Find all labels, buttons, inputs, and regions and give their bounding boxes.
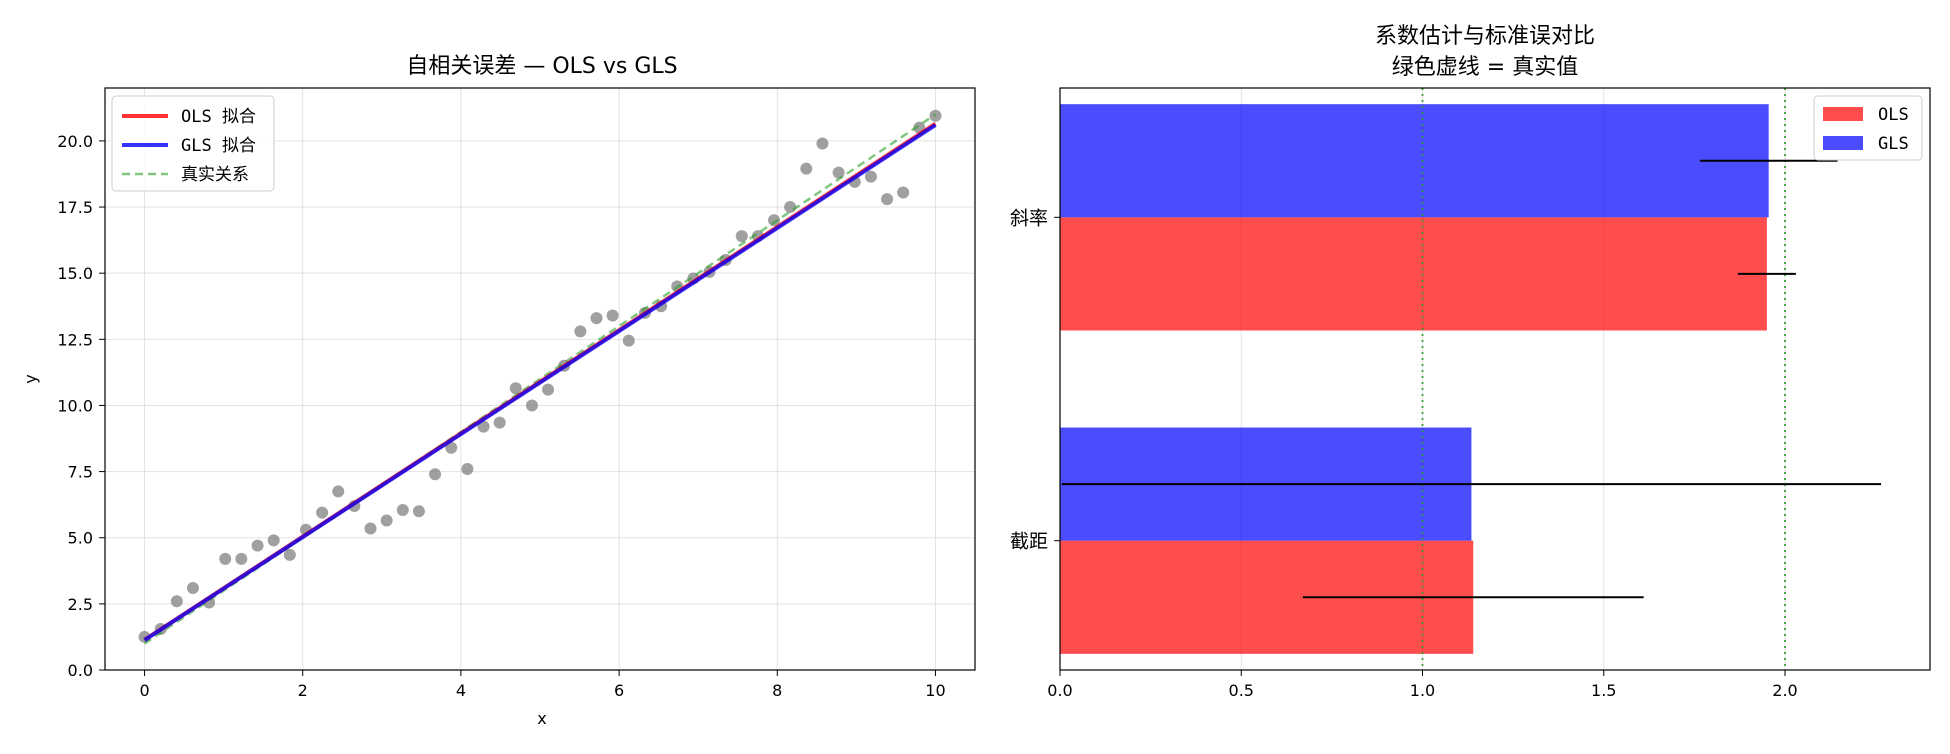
data-point (332, 485, 345, 498)
right-category-label: 截距 (1010, 531, 1048, 553)
data-point (816, 137, 829, 150)
right-x-axis: 0.0 0.5 1.0 1.5 2.0 (1047, 670, 1798, 700)
right-x-tick-label: 0.0 (1047, 681, 1072, 700)
right-legend: OLS GLS (1813, 95, 1923, 161)
left-x-tick-label: 10 (925, 681, 945, 700)
data-point (574, 325, 587, 338)
ols-bar (1060, 217, 1767, 331)
left-chart-panel: 自相关误差 — OLS vs GLS 0 2 4 6 8 10 0.0 2.5 5.0 7.5 1… (21, 54, 976, 728)
data-point (267, 534, 280, 547)
data-point (832, 166, 845, 179)
left-y-tick-label: 12.5 (57, 330, 93, 349)
data-point (364, 522, 377, 535)
left-legend: OLS 拟合 GLS 拟合 真实关系 (111, 95, 275, 192)
right-true-value-lines (1421, 88, 1786, 670)
legend-label-gls-fit: GLS 拟合 (181, 136, 256, 156)
left-x-tick-label: 6 (614, 681, 624, 700)
data-point (396, 503, 409, 516)
data-point (445, 441, 458, 454)
data-point (525, 399, 538, 412)
left-y-tick-label: 10.0 (57, 396, 93, 415)
right-x-tick-label: 1.5 (1591, 681, 1616, 700)
right-error-bars (1061, 159, 1882, 599)
left-data-marks (138, 109, 942, 645)
left-y-tick-label: 5.0 (68, 529, 93, 548)
right-x-tick-label: 0.5 (1229, 681, 1254, 700)
legend-label-ols: OLS (1878, 105, 1909, 125)
left-x-tick-label: 4 (456, 681, 466, 700)
legend-swatch-ols-bar (1823, 107, 1863, 121)
left-x-tick-label: 0 (139, 681, 149, 700)
right-bars (1060, 104, 1769, 654)
left-y-tick-label: 7.5 (68, 463, 93, 482)
data-point (590, 312, 603, 325)
left-y-axis-label: y (21, 374, 40, 383)
data-point (509, 382, 522, 395)
data-point (219, 552, 232, 565)
left-y-tick-label: 0.0 (68, 661, 93, 680)
legend-label-ols-fit: OLS 拟合 (181, 107, 256, 127)
left-y-tick-label: 15.0 (57, 264, 93, 283)
legend-swatch-gls-bar (1823, 136, 1863, 150)
right-plot-frame (1059, 87, 1931, 671)
left-grid (105, 88, 975, 671)
data-point (380, 514, 393, 527)
right-chart-title: 系数估计与标准误对比 (1375, 24, 1595, 49)
data-point (283, 548, 296, 561)
right-category-label: 斜率 (1010, 207, 1048, 229)
data-point (493, 416, 506, 429)
data-point (186, 581, 199, 594)
left-y-tick-label: 2.5 (68, 595, 93, 614)
data-point (622, 334, 635, 347)
data-point (864, 170, 877, 183)
right-x-tick-label: 1.0 (1410, 681, 1435, 700)
legend-label-true-relation: 真实关系 (181, 165, 249, 185)
legend-label-gls: GLS (1878, 134, 1909, 154)
data-point (316, 506, 329, 519)
data-point (606, 309, 619, 322)
data-point (542, 383, 555, 396)
right-x-tick-label: 2.0 (1772, 681, 1797, 700)
left-x-axis: 0 2 4 6 8 10 (139, 670, 946, 700)
gls-bar (1060, 104, 1769, 218)
data-point (800, 162, 813, 175)
left-x-axis-label: x (537, 709, 546, 728)
right-chart-subtitle: 绿色虚线 = 真实值 (1392, 55, 1578, 80)
data-point (881, 193, 894, 206)
left-chart-title: 自相关误差 — OLS vs GLS (406, 54, 677, 79)
data-point (735, 230, 748, 243)
data-point (235, 552, 248, 565)
left-y-tick-label: 17.5 (57, 198, 93, 217)
data-point (412, 505, 425, 518)
data-point (784, 201, 797, 214)
right-chart-panel: 系数估计与标准误对比 绿色虚线 = 真实值 0.0 0.5 1.0 1.5 2.0 截距… (1010, 24, 1931, 700)
left-x-tick-label: 8 (772, 681, 782, 700)
left-x-tick-label: 2 (298, 681, 308, 700)
gls-fit-line (143, 123, 937, 642)
left-y-axis: 0.0 2.5 5.0 7.5 10.0 12.5 15.0 17.5 20.0 (57, 132, 105, 680)
left-legend-box (111, 95, 275, 192)
data-point (897, 186, 910, 199)
data-point (461, 462, 474, 475)
data-point (170, 595, 183, 608)
left-plot-frame (104, 87, 976, 671)
left-y-tick-label: 20.0 (57, 132, 93, 151)
data-point (429, 468, 442, 481)
data-point (251, 539, 264, 552)
